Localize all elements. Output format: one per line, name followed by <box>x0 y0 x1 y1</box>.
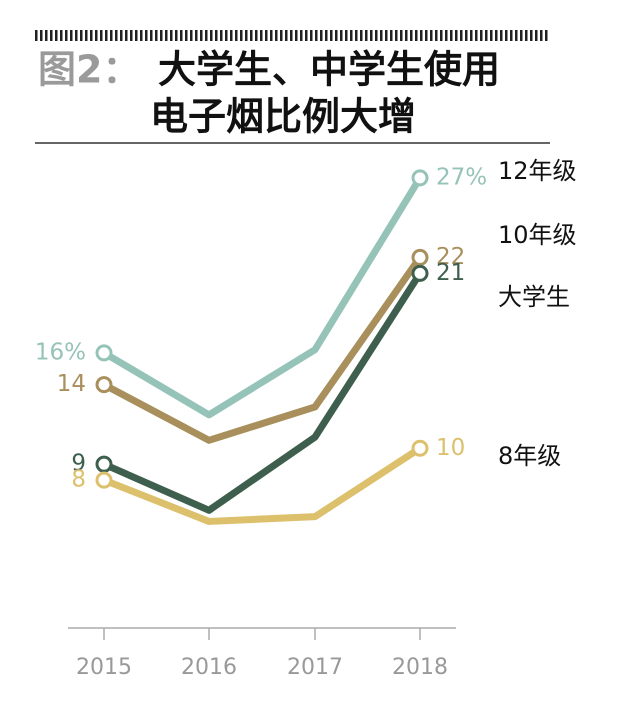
end-marker <box>95 376 113 394</box>
series-name: 大学生 <box>498 283 570 311</box>
x-tick-label: 2016 <box>181 655 237 680</box>
end-marker <box>95 344 113 362</box>
value-label: 27% <box>436 164 487 190</box>
series-line <box>102 255 423 444</box>
end-marker <box>411 264 429 282</box>
series-name: 12年级 <box>498 157 577 185</box>
x-tick-label: 2017 <box>287 655 343 680</box>
chart-title: 电子烟比例大增 <box>150 95 416 139</box>
value-label: 22 <box>436 244 465 270</box>
end-marker <box>95 455 113 473</box>
value-label: 10 <box>436 435 465 461</box>
end-marker <box>411 248 429 266</box>
x-tick-label: 2015 <box>76 655 132 680</box>
series-line <box>102 176 423 419</box>
chart-title: 大学生、中学生使用 <box>158 48 500 92</box>
figure-label: 图2： <box>38 48 140 92</box>
series-name: 8年级 <box>498 442 561 470</box>
end-marker <box>95 471 113 489</box>
end-marker <box>411 169 429 187</box>
value-label: 8 <box>71 467 86 493</box>
value-label: 21 <box>436 260 465 286</box>
end-marker <box>411 439 429 457</box>
x-tick-label: 2018 <box>392 655 448 680</box>
value-label: 9 <box>71 451 86 477</box>
series-line <box>102 445 422 525</box>
series-line <box>102 271 423 514</box>
value-label: 16% <box>35 339 86 365</box>
series-name: 10年级 <box>498 221 577 249</box>
value-label: 14 <box>57 371 86 397</box>
header-stripes <box>35 30 550 41</box>
